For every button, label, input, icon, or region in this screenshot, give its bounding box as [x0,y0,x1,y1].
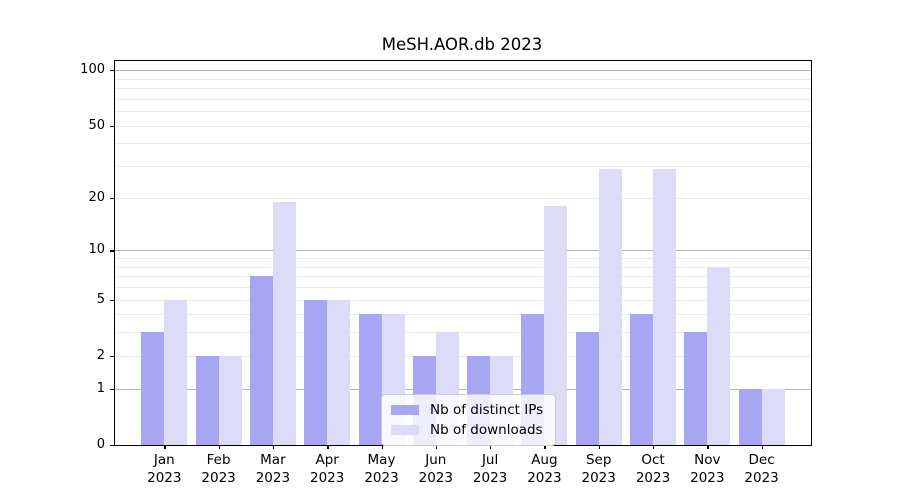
x-tick-label-apr-2023: Apr 2023 [310,452,345,486]
y-tick-label-100: 100 [80,62,105,78]
legend-label-distinct-ips: Nb of distinct IPs [430,402,544,418]
bar-distinct-ips-oct-2023 [630,314,653,445]
legend-item-distinct-ips: Nb of distinct IPs [391,400,543,420]
bar-distinct-ips-nov-2023 [684,332,708,445]
x-tick-jul-2023 [490,445,492,449]
bar-downloads-mar-2023 [272,201,296,445]
gridline-minor-4 [115,314,811,316]
bar-downloads-aug-2023 [544,205,568,445]
gridline-minor-7 [115,276,811,278]
x-tick-nov-2023 [707,445,709,449]
bar-downloads-oct-2023 [653,168,676,445]
gridline-minor-3 [115,332,811,334]
gridline-minor-30 [115,166,811,168]
gridline-minor-70 [115,98,811,100]
legend-label-downloads: Nb of downloads [430,422,543,438]
x-tick-feb-2023 [218,445,220,449]
x-tick-sep-2023 [598,445,601,449]
gridline-major-100 [115,70,811,72]
bar-distinct-ips-jan-2023 [141,332,165,445]
x-tick-label-sep-2023: Sep 2023 [581,452,616,486]
gridline-minor-80 [115,88,811,89]
x-tick-jan-2023 [164,445,166,449]
x-tick-mar-2023 [272,445,275,449]
gridline-minor-5 [115,299,811,301]
y-tick-0 [110,445,114,447]
bar-distinct-ips-may-2023 [358,314,382,445]
x-tick-label-mar-2023: Mar 2023 [255,452,291,486]
x-tick-label-feb-2023: Feb 2023 [201,452,236,486]
bar-distinct-ips-mar-2023 [249,276,273,445]
gridline-major-10 [115,250,811,252]
y-tick-50 [110,125,114,127]
gridline-minor-8 [115,266,811,268]
gridline-minor-90 [115,78,811,80]
y-tick-label-20: 20 [88,189,105,205]
gridline-minor-6 [115,286,811,288]
y-tick-label-2: 2 [96,347,105,363]
y-tick-label-50: 50 [88,117,105,133]
y-tick-20 [110,197,114,200]
gridline-minor-50 [115,125,811,127]
chart-title: MeSH.AOR.db 2023 [381,35,543,54]
gridline-minor-20 [115,197,811,199]
x-tick-aug-2023 [544,445,546,449]
y-tick-2 [110,355,114,358]
legend: Nb of distinct IPs Nb of downloads [381,394,557,446]
x-tick-label-jan-2023: Jan 2023 [147,452,182,486]
x-tick-label-jul-2023: Jul 2023 [472,452,508,486]
bar-distinct-ips-dec-2023 [738,388,762,445]
legend-swatch-downloads [391,425,419,435]
bar-distinct-ips-apr-2023 [304,299,328,445]
bar-distinct-ips-sep-2023 [575,332,599,445]
bar-downloads-apr-2023 [327,299,351,445]
plot-area: Nb of distinct IPs Nb of downloads 0 1 2 5 1… [80,60,812,486]
y-tick-100 [110,70,114,72]
gridline-minor-40 [115,143,811,145]
x-tick-label-dec-2023: Dec 2023 [744,452,779,486]
x-tick-apr-2023 [327,445,329,449]
y-tick-label-0: 0 [96,437,105,452]
x-tick-label-nov-2023: Nov 2023 [690,452,725,486]
gridline-minor-2 [115,355,811,357]
y-tick-10 [110,250,114,252]
gridline-major-1 [115,388,811,390]
legend-swatch-distinct-ips [391,405,419,415]
bar-downloads-sep-2023 [598,168,622,445]
y-tick-label-1: 1 [96,380,105,396]
x-tick-label-jun-2023: Jun 2023 [418,452,453,486]
legend-item-downloads: Nb of downloads [391,420,543,440]
bar-downloads-dec-2023 [761,388,785,445]
gridline-minor-60 [115,111,811,113]
y-tick-1 [110,388,114,391]
y-tick-label-10: 10 [88,242,105,258]
x-tick-dec-2023 [761,445,763,449]
x-tick-label-may-2023: May 2023 [364,452,399,486]
y-tick-label-5: 5 [96,291,105,307]
x-tick-label-oct-2023: Oct 2023 [635,452,671,486]
bar-downloads-nov-2023 [707,266,731,445]
gridline-minor-9 [115,258,811,259]
bar-distinct-ips-feb-2023 [195,355,219,445]
x-tick-may-2023 [381,445,383,449]
x-tick-oct-2023 [653,445,655,449]
bar-downloads-jan-2023 [164,299,188,445]
bar-downloads-feb-2023 [218,355,242,445]
y-tick-5 [110,299,114,301]
x-tick-label-aug-2023: Aug 2023 [527,452,562,486]
x-tick-jun-2023 [435,445,438,449]
